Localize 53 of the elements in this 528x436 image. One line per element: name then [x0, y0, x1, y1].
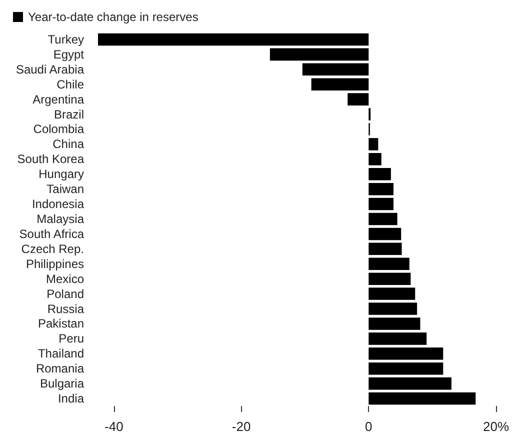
- bar: [368, 198, 394, 210]
- y-tick-label: South Africa: [19, 226, 84, 241]
- y-tick-label: Argentina: [32, 92, 84, 106]
- bar: [368, 212, 398, 226]
- y-tick-label: Brazil: [54, 107, 84, 122]
- y-tick-label: Indonesia: [32, 197, 84, 212]
- bar: [368, 362, 444, 375]
- y-tick-label: Taiwan: [46, 182, 84, 196]
- bar: [368, 392, 476, 405]
- bar: [368, 302, 418, 315]
- bar: [368, 288, 416, 300]
- bar: [348, 93, 369, 106]
- bar: [98, 33, 369, 46]
- y-tick-label: Pakistan: [38, 316, 84, 331]
- y-tick-label: South Korea: [17, 152, 84, 166]
- y-tick-label: Poland: [46, 286, 84, 301]
- bar: [368, 168, 391, 180]
- y-tick-label: Bulgaria: [40, 376, 84, 391]
- y-tick-label: Saudi Arabia: [16, 62, 84, 76]
- y-tick-label: Malaysia: [36, 212, 84, 226]
- bar: [270, 48, 369, 61]
- bar: [368, 348, 444, 360]
- bar: [368, 318, 420, 330]
- bar: [368, 153, 382, 166]
- y-tick-label: Egypt: [53, 47, 85, 62]
- y-tick-label: Thailand: [38, 346, 84, 361]
- y-tick-label: Mexico: [46, 272, 84, 286]
- bar: [368, 182, 394, 196]
- y-tick-label: China: [52, 137, 84, 152]
- y-tick-label: Peru: [58, 332, 84, 346]
- bar: [368, 377, 452, 390]
- legend-label: Year-to-date change in reserves: [28, 10, 198, 24]
- x-tick-label: -20: [232, 419, 251, 434]
- y-tick-label: Russia: [47, 302, 84, 316]
- bar: [368, 272, 411, 285]
- bar: [368, 228, 402, 240]
- y-tick-label: Romania: [36, 362, 84, 376]
- y-tick-label: Turkey: [48, 32, 84, 46]
- bar: [368, 258, 410, 270]
- x-tick-label: -40: [104, 419, 124, 434]
- y-tick-label: Hungary: [38, 167, 84, 182]
- y-tick-label: India: [58, 392, 84, 406]
- bar: [311, 78, 369, 90]
- bar: [368, 138, 378, 150]
- y-tick-label: Czech Rep.: [21, 242, 84, 256]
- bar: [302, 63, 369, 76]
- bar: [368, 242, 402, 256]
- x-tick-label: 0: [365, 419, 372, 434]
- x-tick-label: 20%: [482, 419, 510, 434]
- y-tick-label: Chile: [56, 77, 84, 92]
- y-tick-label: Philippines: [26, 256, 84, 271]
- y-tick-label: Colombia: [33, 122, 84, 136]
- bar: [368, 332, 427, 345]
